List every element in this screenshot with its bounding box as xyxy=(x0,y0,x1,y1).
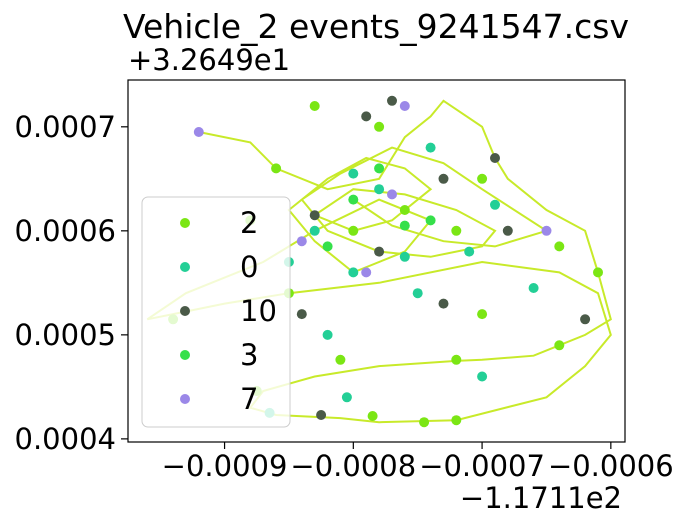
x-tick-label: −0.0009 xyxy=(162,449,288,483)
x-offset-label: −1.1711e2 xyxy=(460,481,622,515)
x-tick-label: −0.0006 xyxy=(548,449,674,483)
point-series-0 xyxy=(412,288,423,299)
legend-marker-10 xyxy=(180,306,190,316)
y-tick-label: 0.0004 xyxy=(15,422,116,456)
point-series-3 xyxy=(425,215,436,226)
y-tick-label: 0.0007 xyxy=(15,110,116,144)
point-series-0 xyxy=(425,142,436,153)
point-series-0 xyxy=(490,199,500,210)
point-series-0 xyxy=(464,246,475,257)
y-tick-label: 0.0006 xyxy=(15,214,116,248)
legend-marker-2 xyxy=(180,218,190,228)
legend-box xyxy=(141,196,291,428)
legend-label-2: 2 xyxy=(240,206,258,240)
x-axis: −0.0009 −0.0008 −0.0007 −0.0006 xyxy=(162,442,674,483)
point-series-0 xyxy=(341,392,352,403)
point-series-0 xyxy=(322,329,333,340)
plot-area xyxy=(146,95,612,428)
point-series-7 xyxy=(399,101,410,111)
point-series-10 xyxy=(374,246,385,257)
point-series-10 xyxy=(502,225,513,236)
legend-label-3: 3 xyxy=(240,338,258,372)
point-series-10 xyxy=(316,410,327,420)
legend-label-7: 7 xyxy=(240,382,258,416)
point-series-2 xyxy=(419,417,430,428)
point-series-2 xyxy=(399,205,410,215)
point-series-0 xyxy=(348,267,359,278)
point-series-2 xyxy=(348,225,359,236)
legend-label-0: 0 xyxy=(240,250,258,284)
point-series-7 xyxy=(541,225,552,236)
point-series-0 xyxy=(348,168,359,179)
point-series-7 xyxy=(361,267,372,278)
point-series-10 xyxy=(490,153,500,163)
legend-label-10: 10 xyxy=(240,294,277,328)
point-series-2 xyxy=(374,121,385,132)
point-series-2 xyxy=(367,411,378,421)
point-series-2 xyxy=(593,267,603,278)
point-series-0 xyxy=(528,283,539,293)
point-series-0 xyxy=(309,225,320,236)
point-series-7 xyxy=(193,127,204,137)
point-series-7 xyxy=(387,189,397,200)
point-series-0 xyxy=(399,251,410,262)
x-tick-label: −0.0007 xyxy=(419,449,545,483)
point-series-10 xyxy=(361,111,372,122)
point-series-0 xyxy=(477,371,488,382)
legend: 2 0 10 3 7 xyxy=(141,196,291,428)
point-series-2 xyxy=(477,173,488,184)
chart-title: Vehicle_2 events_9241547.csv xyxy=(123,7,629,46)
point-series-2 xyxy=(477,309,488,320)
point-series-10 xyxy=(438,298,449,309)
point-series-0 xyxy=(374,184,385,195)
point-series-3 xyxy=(322,241,333,252)
point-series-2 xyxy=(554,340,565,351)
point-series-7 xyxy=(296,236,307,247)
y-axis: 0.0004 0.0005 0.0006 0.0007 xyxy=(15,110,128,456)
point-series-2 xyxy=(309,101,320,111)
point-series-10 xyxy=(387,95,397,106)
point-series-10 xyxy=(296,309,307,320)
point-series-2 xyxy=(554,241,565,252)
point-series-10 xyxy=(438,173,449,184)
legend-marker-0 xyxy=(180,262,190,272)
plot-frame xyxy=(127,79,626,443)
point-series-3 xyxy=(348,194,359,205)
point-series-3 xyxy=(374,163,385,174)
y-tick-label: 0.0005 xyxy=(15,318,116,352)
point-series-10 xyxy=(580,314,591,325)
x-tick-label: −0.0008 xyxy=(290,449,416,483)
legend-marker-7 xyxy=(180,394,190,404)
point-series-2 xyxy=(271,163,282,174)
legend-marker-3 xyxy=(180,350,190,360)
point-series-2 xyxy=(451,225,462,236)
point-series-10 xyxy=(309,210,320,221)
point-series-2 xyxy=(451,415,462,426)
y-offset-label: +3.2649e1 xyxy=(128,43,290,77)
point-series-2 xyxy=(335,354,346,365)
point-series-3 xyxy=(399,220,410,231)
point-series-2 xyxy=(451,354,462,365)
